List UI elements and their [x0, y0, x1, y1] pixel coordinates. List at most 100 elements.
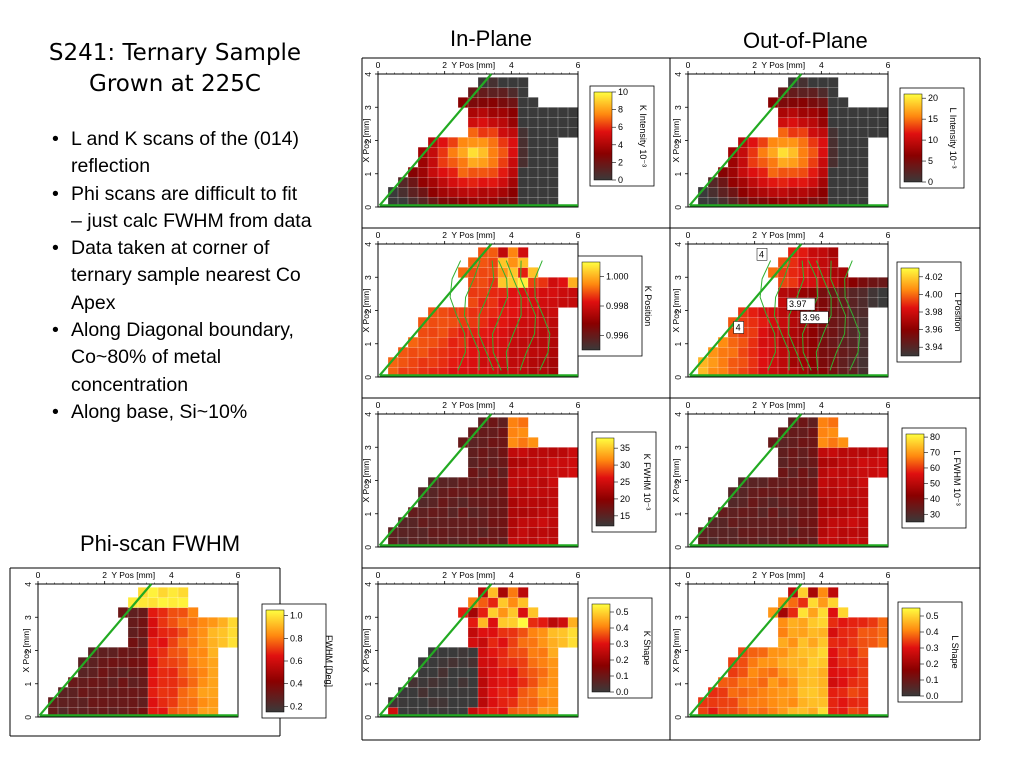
colorbar-tick-label: 80 — [930, 432, 940, 442]
heatmap-cell — [457, 496, 469, 508]
y-tick-label: 2 — [673, 138, 683, 143]
heatmap-cell — [107, 686, 119, 698]
heatmap-cell — [487, 356, 499, 368]
heatmap-cell — [467, 657, 479, 668]
heatmap-cell — [217, 637, 229, 648]
heatmap-cell — [767, 486, 779, 498]
heatmap-cell — [827, 516, 839, 528]
heatmap-cell — [107, 676, 119, 688]
heatmap-cell — [147, 686, 159, 698]
heatmap-cell — [797, 97, 809, 108]
heatmap-cell — [737, 356, 749, 368]
heatmap-cell — [737, 176, 749, 188]
heatmap-cell — [187, 676, 199, 688]
heatmap-cell — [517, 526, 529, 538]
y-tick-label: 2 — [673, 648, 683, 653]
x-tick-label: 0 — [686, 570, 691, 580]
heatmap-cell — [807, 627, 819, 638]
heatmap-cell — [767, 336, 779, 348]
heatmap-cell — [517, 506, 529, 518]
heatmap-cell — [457, 346, 469, 358]
diagonal-boundary-line — [378, 413, 493, 547]
y-pos-axis-label: Y Pos [mm] — [451, 230, 495, 240]
heatmap-cell — [77, 686, 89, 698]
heatmap-cell — [827, 657, 839, 668]
x-tick-label: 6 — [886, 60, 891, 70]
colorbar-label: K Position — [643, 286, 653, 327]
heatmap-cell — [547, 647, 559, 658]
heatmap-cell — [507, 597, 519, 608]
heatmap-cell — [497, 676, 509, 688]
heatmap-cell — [797, 506, 809, 518]
heatmap-cell — [707, 186, 719, 198]
heatmap-cell — [167, 696, 179, 708]
heatmap-cell — [767, 506, 779, 518]
x-tick-label: 4 — [819, 400, 824, 410]
y-tick-label: 2 — [363, 648, 373, 653]
heatmap-cell — [847, 447, 859, 458]
heatmap-cell — [847, 477, 859, 488]
heatmap-cell — [737, 156, 749, 168]
heatmap-cell — [227, 637, 239, 648]
heatmap-cell — [207, 696, 219, 708]
heatmap-cell — [497, 607, 509, 618]
heatmap-cell — [487, 597, 499, 608]
x-tick-label: 4 — [169, 570, 174, 580]
heatmap-cell — [807, 647, 819, 658]
heatmap-cell — [437, 336, 449, 348]
heatmap-cell — [827, 597, 839, 608]
heatmap-cell — [407, 346, 419, 358]
heatmap-cell — [467, 297, 479, 308]
heatmap-cell — [417, 676, 429, 688]
x-pos-axis-label: X Pos [mm] — [361, 119, 371, 163]
x-tick-label: 0 — [686, 230, 691, 240]
heatmap-cell — [777, 156, 789, 168]
heatmap-cell — [757, 486, 769, 498]
heatmap-cell — [97, 696, 109, 708]
heatmap-cell — [807, 117, 819, 128]
heatmap-cell — [817, 176, 829, 188]
heatmap-cell — [837, 316, 849, 328]
heatmap-cell — [167, 587, 179, 598]
heatmap-cell — [797, 696, 809, 708]
y-pos-axis-label: Y Pos [mm] — [451, 60, 495, 70]
heatmap-cell — [777, 316, 789, 328]
heatmap-cell — [837, 186, 849, 198]
heatmap-cell — [507, 326, 519, 338]
heatmap-cell — [857, 307, 869, 318]
heatmap-cell — [827, 526, 839, 538]
heatmap-cell — [547, 486, 559, 498]
heatmap-cell — [747, 186, 759, 198]
heatmap-cell — [777, 356, 789, 368]
heatmap-cell — [817, 676, 829, 688]
heatmap-cell — [777, 637, 789, 648]
heatmap-cell — [467, 676, 479, 688]
heatmap-cell — [547, 637, 559, 648]
heatmap-cell — [837, 526, 849, 538]
heatmap-cell — [447, 156, 459, 168]
heatmap-cell — [507, 587, 519, 598]
heatmap-cell — [457, 326, 469, 338]
heatmap-cell — [747, 156, 759, 168]
heatmap-cell — [797, 156, 809, 168]
heatmap-cell — [767, 526, 779, 538]
heatmap-cell — [857, 127, 869, 138]
heatmap-cell — [517, 107, 529, 118]
heatmap-cell — [827, 617, 839, 628]
x-pos-axis-label: X Pos [mm] — [21, 629, 31, 673]
heatmap-cell — [797, 287, 809, 298]
heatmap-cell — [787, 316, 799, 328]
heatmap-cell — [567, 287, 579, 298]
heatmap-cell — [437, 176, 449, 188]
x-tick-label: 2 — [442, 60, 447, 70]
heatmap-cell — [107, 647, 119, 658]
heatmap-cell — [407, 186, 419, 198]
heatmap-cell — [517, 137, 529, 148]
heatmap-cell — [437, 146, 449, 158]
contour-line — [463, 260, 481, 371]
heatmap-plot-area — [47, 587, 239, 718]
heatmap-cell — [527, 287, 539, 298]
heatmap-cell — [207, 627, 219, 638]
heatmap-cell — [517, 496, 529, 508]
colorbar-gradient — [581, 261, 601, 351]
